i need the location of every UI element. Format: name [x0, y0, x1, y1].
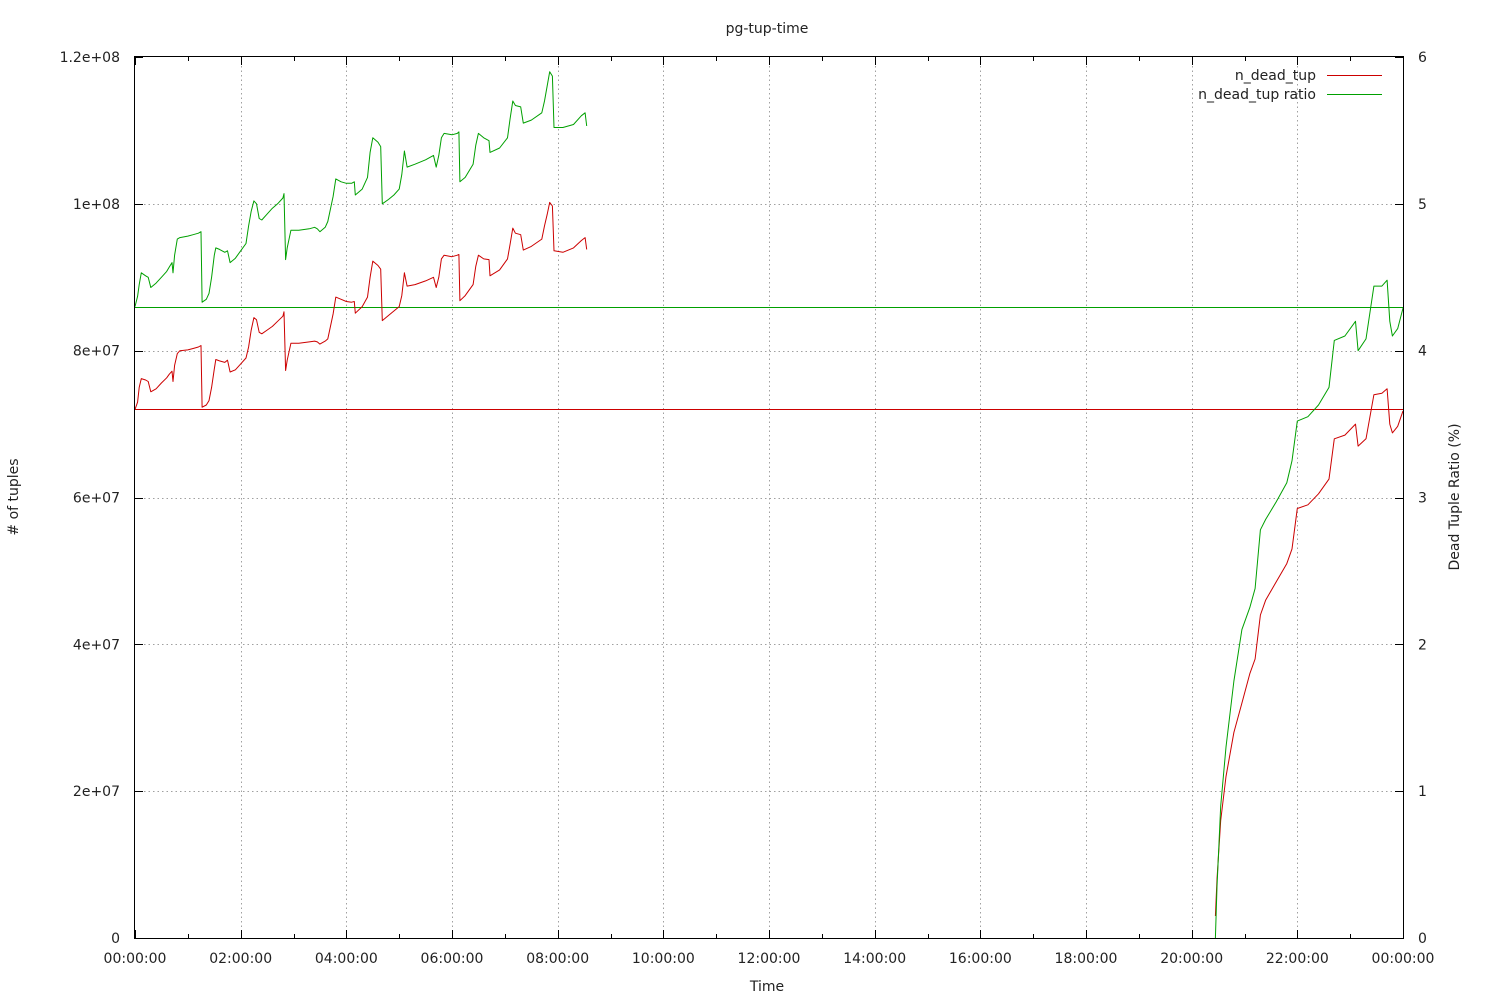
x-tick-label: 00:00:00: [104, 951, 167, 967]
x-tick-label: 14:00:00: [843, 951, 906, 967]
y2-tick-label: 5: [1418, 197, 1427, 213]
y-tick-label: 1.2e+08: [60, 50, 120, 66]
x-tick-label: 22:00:00: [1266, 951, 1329, 967]
y-tick-label: 4e+07: [73, 637, 120, 653]
y-tick-label: 6e+07: [73, 491, 120, 507]
x-tick-label: 16:00:00: [949, 951, 1012, 967]
x-tick-label: 12:00:00: [738, 951, 801, 967]
axis-ticks: 00:00:00 02:00:00 04:00:00 06:00:00 08:00:00…: [60, 50, 1435, 967]
y-tick-label: 2e+07: [73, 784, 120, 800]
x-tick-label: 02:00:00: [209, 951, 272, 967]
x-tick-label: 10:00:00: [632, 951, 695, 967]
plot-frame: [134, 56, 1404, 939]
y-axis-label: # of tuples: [6, 458, 22, 535]
x-tick-label: 18:00:00: [1055, 951, 1118, 967]
series-lines: [134, 71, 1404, 939]
y2-tick-label: 6: [1418, 50, 1427, 66]
series-line-n-dead-tup-ratio: [1214, 279, 1404, 939]
y2-tick-label: 0: [1418, 931, 1427, 947]
mean-lines: [135, 307, 1403, 410]
y2-axis-label: Dead Tuple Ratio (%): [1447, 423, 1463, 570]
x-tick-label: 08:00:00: [526, 951, 589, 967]
y-tick-label: 1e+08: [73, 197, 120, 213]
series-line-n-dead-tup-ratio: [134, 71, 588, 307]
x-tick-label: 20:00:00: [1160, 951, 1223, 967]
grid: [135, 57, 1403, 938]
legend-label-n-dead-tup: n_dead_tup: [1235, 68, 1316, 84]
chart-title: pg-tup-time: [726, 21, 809, 37]
y2-tick-label: 3: [1418, 491, 1427, 507]
series-line-n-dead-tup: [1214, 388, 1404, 917]
legend: n_dead_tup n_dead_tup ratio: [1198, 68, 1382, 103]
series-line-n-dead-tup: [134, 201, 588, 410]
y2-tick-label: 2: [1418, 637, 1427, 653]
x-axis-label: Time: [749, 979, 784, 995]
y-tick-label: 0: [111, 931, 120, 947]
x-tick-label: 06:00:00: [421, 951, 484, 967]
x-tick-label: 04:00:00: [315, 951, 378, 967]
y2-tick-label: 1: [1418, 784, 1427, 800]
y2-tick-label: 4: [1418, 344, 1427, 360]
legend-label-n-dead-tup-ratio: n_dead_tup ratio: [1198, 87, 1316, 103]
y-tick-label: 8e+07: [73, 344, 120, 360]
x-tick-label: 00:00:00: [1372, 951, 1435, 967]
